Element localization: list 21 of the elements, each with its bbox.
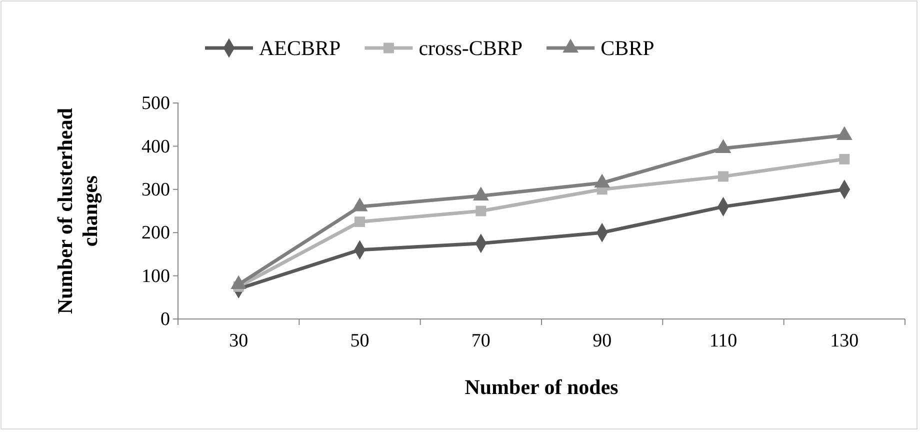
x-tick-label: 110 [709, 330, 738, 352]
legend-label: cross-CBRP [418, 36, 523, 60]
x-tick-label: 50 [350, 330, 370, 352]
x-tick-label: 90 [592, 330, 612, 352]
y-tick-label: 0 [160, 309, 170, 330]
point [839, 154, 850, 164]
y-tick-label: 400 [142, 136, 170, 158]
x-tick-label: 30 [229, 330, 248, 352]
point [354, 216, 365, 228]
x-axis-title: Number of nodes [464, 375, 618, 399]
x-tick-label: 130 [830, 330, 859, 352]
y-tick-label: 500 [142, 93, 170, 114]
point [718, 171, 728, 182]
y-tick-label: 200 [142, 222, 170, 244]
y-tick-label: 300 [142, 179, 170, 200]
point [476, 206, 486, 216]
y-axis-title: Number of clusterhead changes [53, 108, 102, 314]
legend-label: AECBRP [259, 36, 341, 60]
x-tick-label: 70 [471, 330, 490, 352]
y-tick-label: 100 [142, 266, 170, 287]
legend-label: CBRP [600, 36, 654, 60]
